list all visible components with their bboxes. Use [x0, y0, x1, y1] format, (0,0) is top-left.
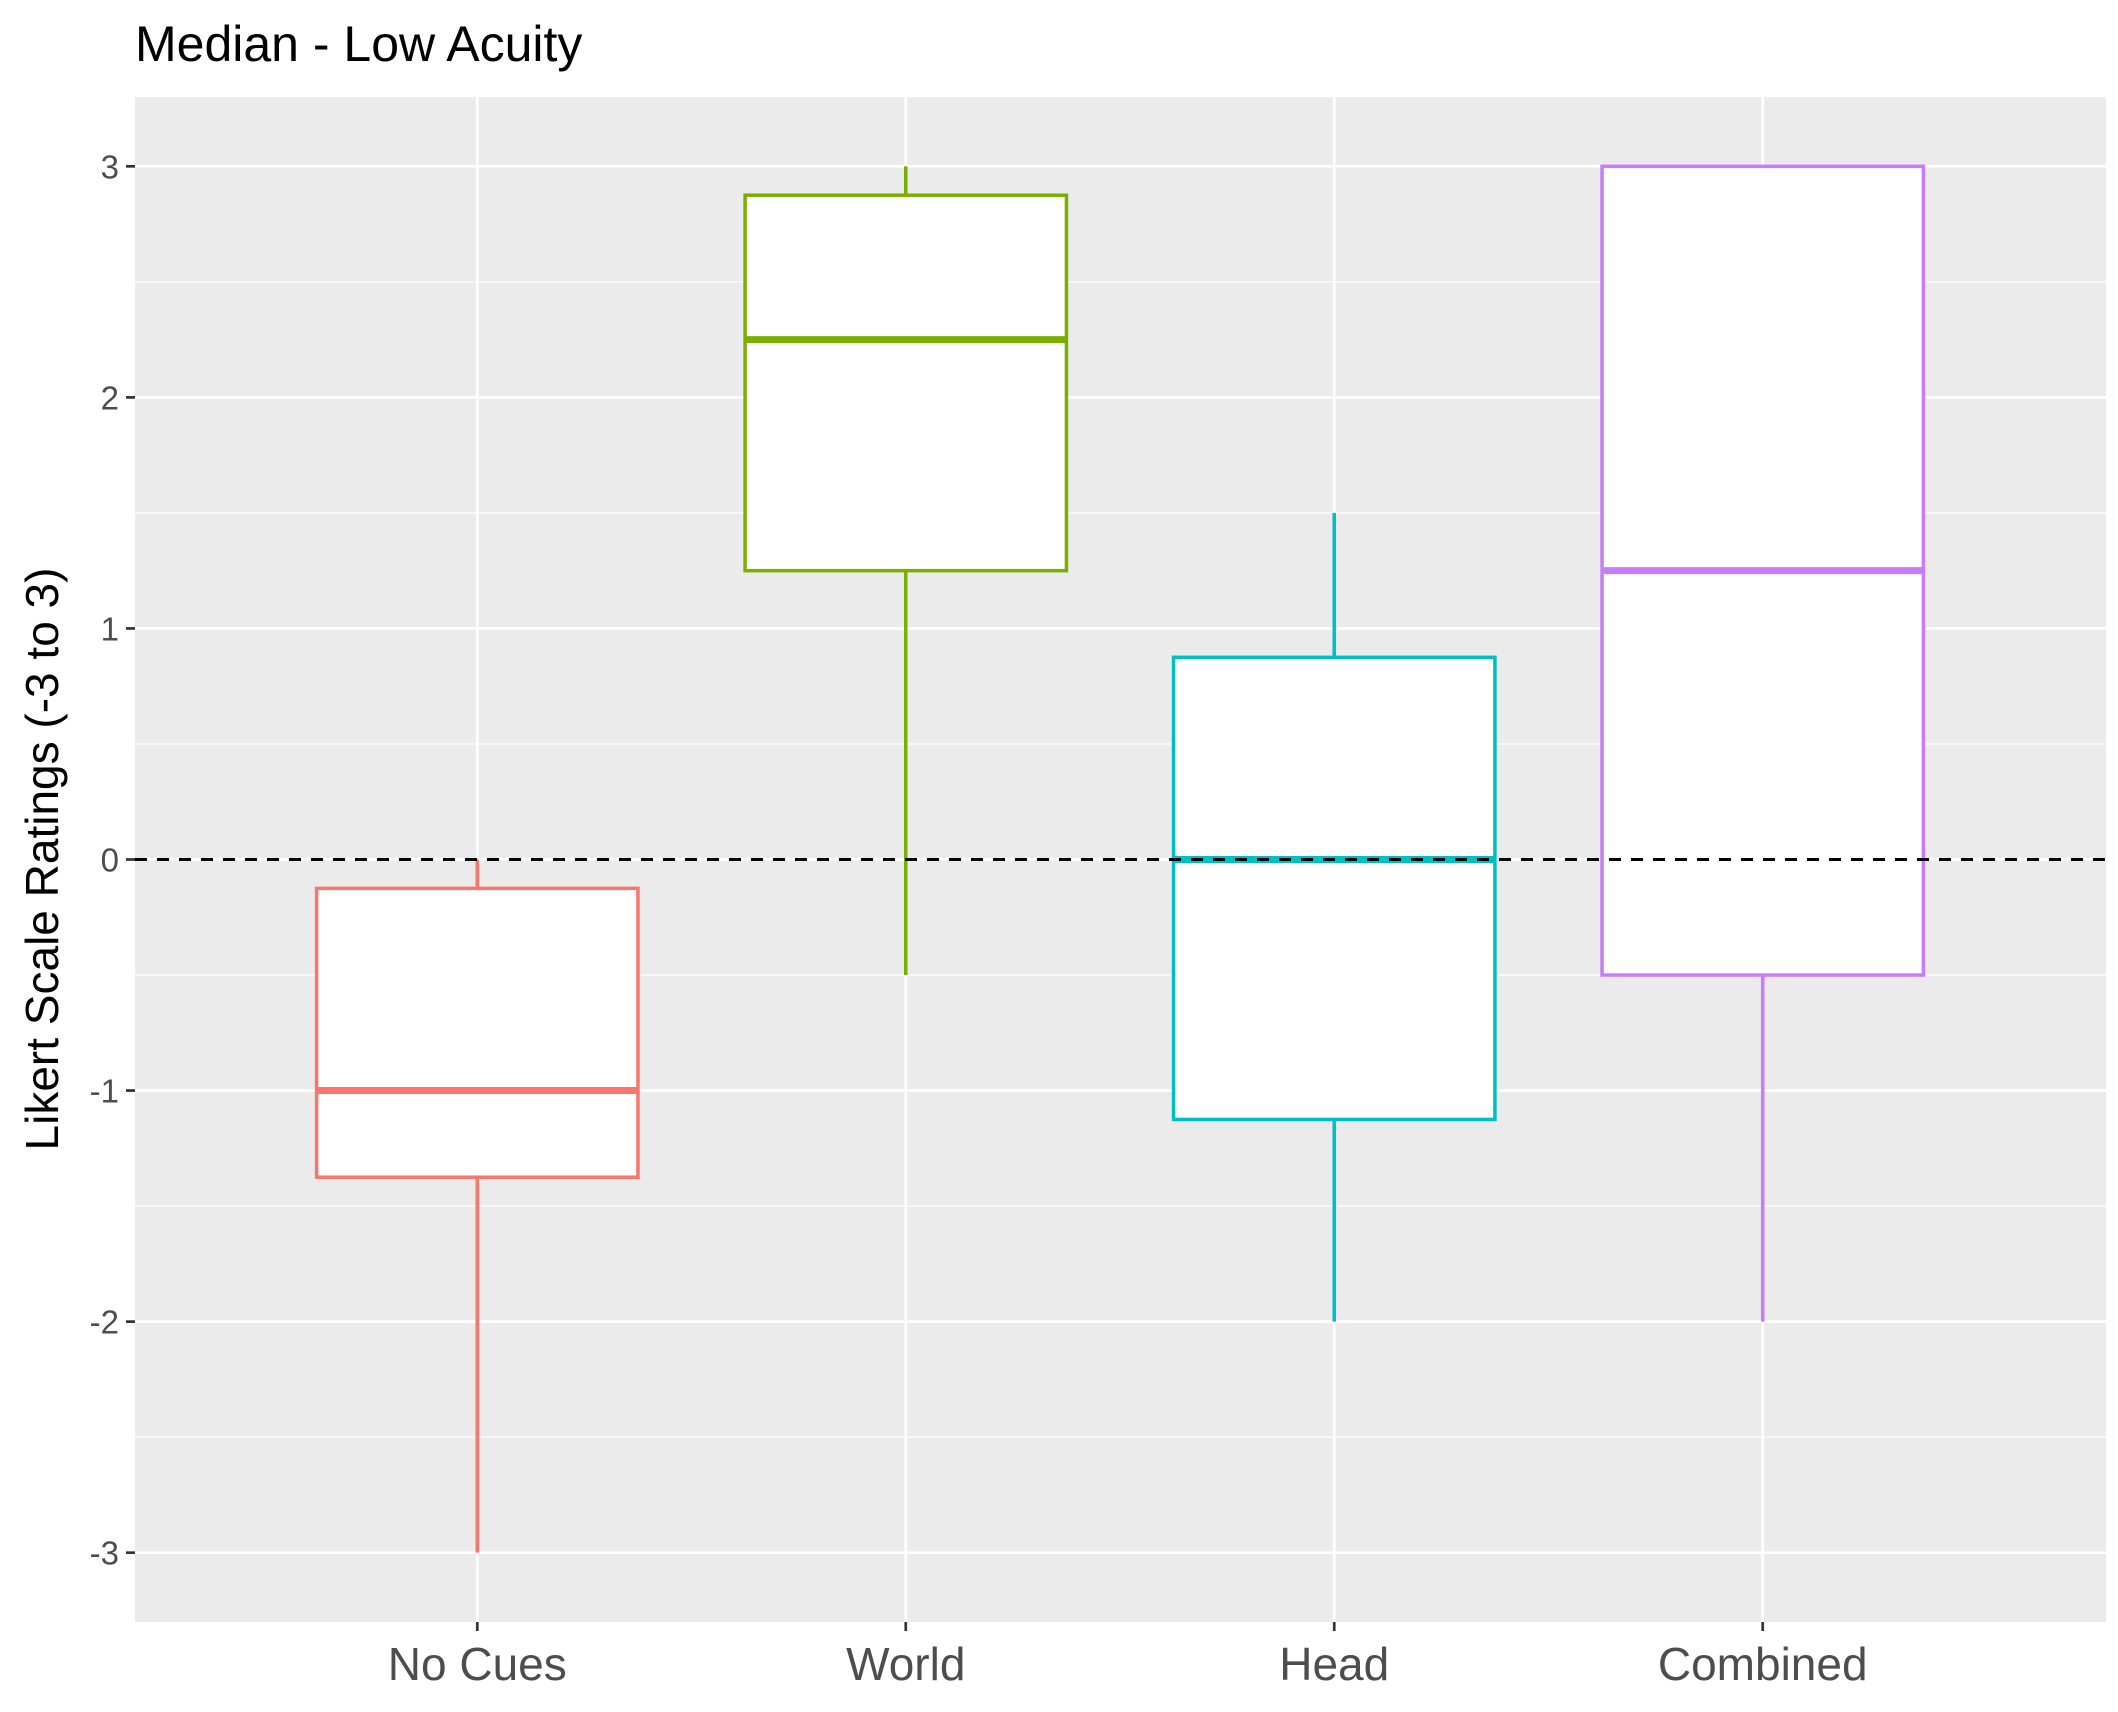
y-tick-label: -3 [90, 1535, 119, 1572]
chart-title: Median - Low Acuity [135, 16, 582, 72]
iqr-box [743, 193, 1069, 573]
y-axis: -3 -2 -1 0 1 2 3 [90, 148, 135, 1572]
y-tick-label: 2 [101, 379, 119, 416]
y-tick-label: 1 [101, 610, 119, 647]
x-tick-label: Combined [1658, 1638, 1868, 1690]
y-tick-label: -1 [90, 1073, 119, 1110]
boxes [135, 164, 2106, 1553]
box-combined [1600, 164, 1926, 1322]
x-axis: No Cues World Head Combined [388, 1622, 1868, 1690]
y-tick-label: 0 [101, 842, 119, 879]
box-no-cues [314, 859, 640, 1553]
y-tick-label: -2 [90, 1304, 119, 1341]
box-head [1171, 512, 1497, 1322]
iqr-box [1171, 655, 1497, 1122]
iqr-box [314, 886, 640, 1179]
y-tick-label: 3 [101, 148, 119, 185]
x-tick-label: Head [1279, 1638, 1389, 1690]
x-tick-label: No Cues [388, 1638, 567, 1690]
box-world [743, 166, 1069, 976]
y-axis-title: Likert Scale Ratings (-3 to 3) [16, 568, 68, 1151]
x-tick-label: World [846, 1638, 965, 1690]
